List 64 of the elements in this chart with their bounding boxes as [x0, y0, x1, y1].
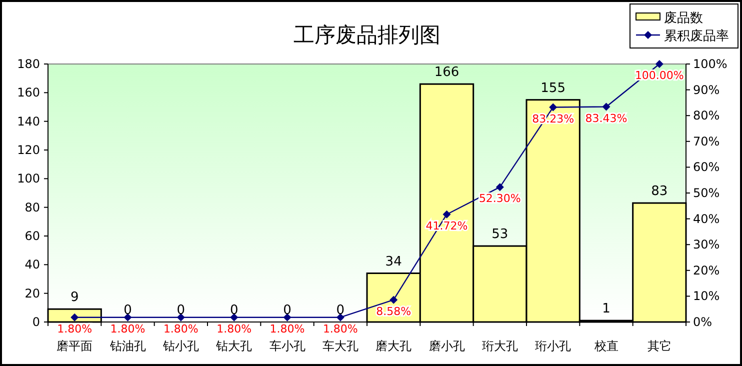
data-label: 155 — [540, 80, 566, 96]
data-label: 83.43% — [585, 112, 628, 125]
point — [70, 313, 79, 322]
y2-tick-label: 100% — [693, 57, 728, 71]
y-tick-label: 100 — [17, 172, 40, 186]
legend-label: 废品数 — [664, 11, 703, 26]
y2-tick-label: 10% — [693, 289, 720, 304]
y-tick-label: 60 — [24, 229, 40, 243]
y-tick-label: 20 — [24, 286, 40, 300]
data-label: 1.80% — [216, 322, 252, 336]
x-tick-label: 校直 — [593, 339, 618, 353]
y-tick-label: 120 — [17, 143, 40, 157]
chart-title: 工序废品排列图 — [294, 23, 440, 47]
data-label: 34 — [385, 254, 402, 270]
data-label: 1.80% — [322, 322, 358, 336]
x-tick-label: 其它 — [647, 339, 672, 353]
point — [655, 60, 664, 68]
y2-tick-label: 90% — [693, 82, 720, 97]
data-label: 0 — [176, 303, 186, 318]
x-tick-label: 钻油孔 — [108, 339, 146, 353]
y2-tick-label: 60% — [693, 160, 720, 174]
y2-tick-label: 70% — [693, 134, 720, 148]
point — [496, 183, 504, 192]
data-label: 1.80% — [270, 322, 305, 336]
y2-tick-label: 0% — [693, 315, 712, 329]
data-label: 1.80% — [57, 322, 92, 336]
y-tick-label: 0 — [32, 315, 40, 329]
point — [602, 102, 610, 111]
data-label: 1.80% — [110, 322, 146, 336]
y-tick-label: 160 — [17, 86, 40, 100]
legend-label: 累积废品率 — [664, 28, 729, 44]
data-label: 0 — [124, 303, 132, 318]
y2-tick-label: 40% — [693, 212, 720, 226]
data-label: 0 — [230, 303, 238, 318]
data-label: 83 — [651, 184, 668, 200]
data-label: 0 — [336, 303, 345, 318]
y2-tick-label: 30% — [693, 238, 720, 252]
x-tick-label: 车小孔 — [269, 339, 306, 353]
data-label: 1.80% — [163, 322, 198, 336]
y2-tick-label: 50% — [693, 186, 720, 200]
data-label: 8.58% — [376, 304, 412, 318]
data-label: 1 — [602, 302, 610, 317]
y2-tick-label: 80% — [693, 108, 720, 123]
x-tick-label: 珩小孔 — [535, 339, 572, 353]
x-tick-label: 钻大孔 — [215, 339, 252, 353]
data-label: 166 — [434, 65, 460, 80]
x-tick-label: 磨平面 — [56, 339, 93, 353]
point — [549, 103, 558, 112]
x-tick-label: 磨大孔 — [376, 339, 412, 353]
x-tick-label: 磨小孔 — [428, 339, 465, 353]
data-label: 9 — [70, 290, 79, 306]
point — [442, 210, 451, 218]
y-tick-label: 80 — [24, 200, 40, 214]
data-label: 53 — [492, 227, 508, 242]
x-tick-label: 车大孔 — [322, 339, 358, 353]
y-tick-label: 180 — [17, 57, 40, 71]
data-label: 0 — [283, 303, 292, 318]
point — [390, 296, 398, 304]
y-tick-label: 140 — [17, 114, 40, 128]
y2-tick-label: 20% — [693, 263, 720, 278]
x-tick-label: 钻小孔 — [162, 339, 199, 353]
data-label: 52.30% — [478, 192, 521, 206]
y-tick-label: 40 — [24, 258, 40, 272]
x-tick-label: 珩大孔 — [482, 339, 518, 353]
